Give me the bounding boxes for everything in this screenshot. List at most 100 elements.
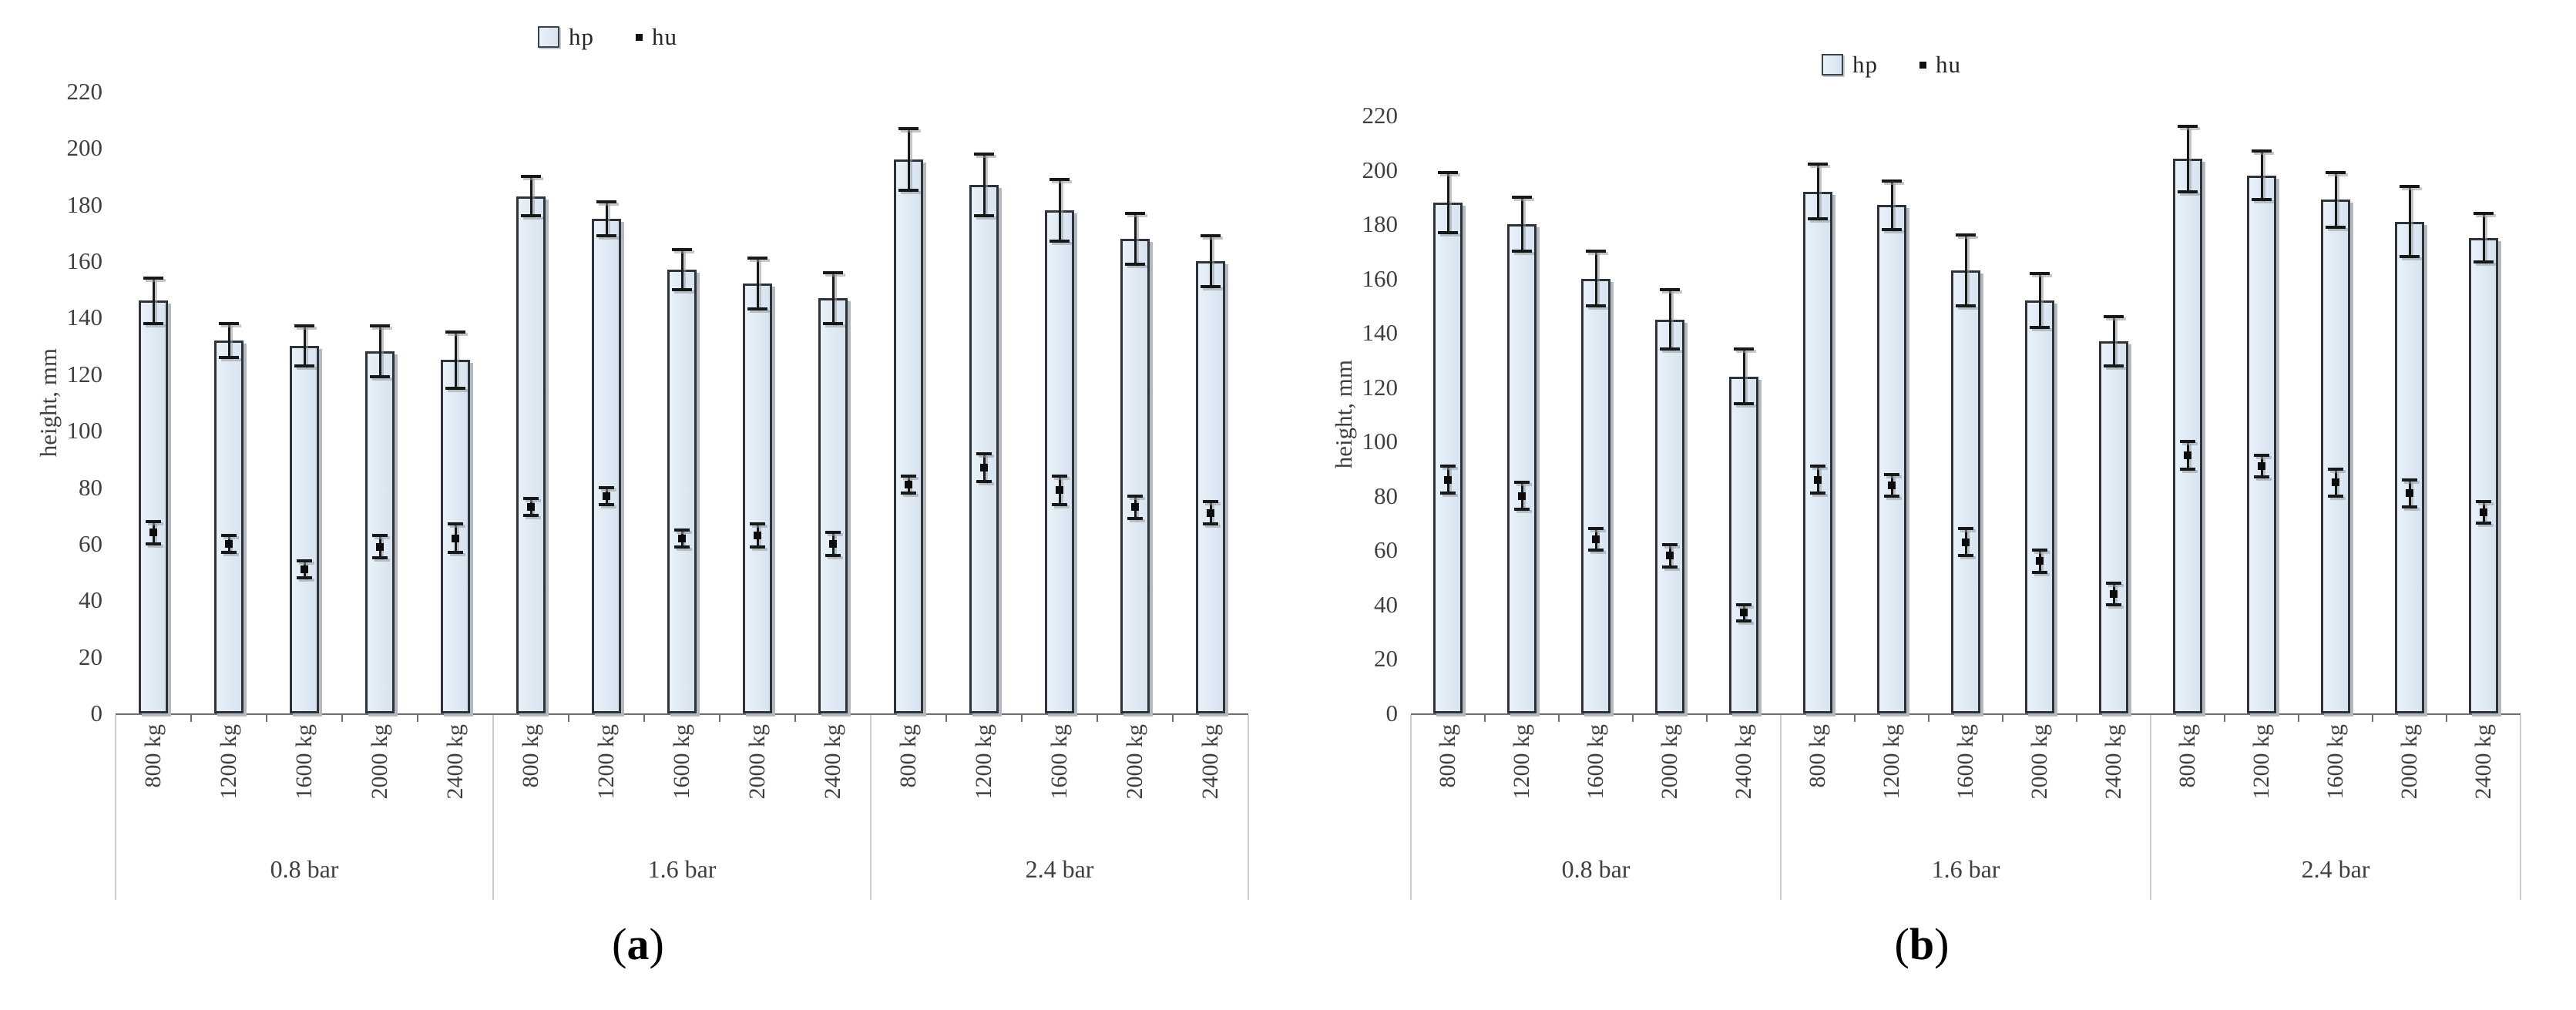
legend: hp hu bbox=[1822, 51, 1961, 79]
category-label-box: 800 kg bbox=[1805, 724, 1831, 847]
category-tick bbox=[417, 715, 418, 722]
error-bar-hp bbox=[1520, 196, 1523, 252]
error-cap-bottom bbox=[523, 514, 539, 518]
category-tick bbox=[266, 715, 267, 722]
bar-hp bbox=[1120, 238, 1150, 713]
error-bar-hp bbox=[2038, 273, 2041, 328]
caption-paren-open: ( bbox=[612, 919, 627, 969]
error-cap-top bbox=[2400, 184, 2420, 188]
y-axis-tick-label: 200 bbox=[66, 134, 103, 162]
category-tick bbox=[794, 715, 796, 722]
category-label-box: 1600 kg bbox=[1046, 724, 1073, 847]
error-cap-top bbox=[297, 559, 312, 562]
error-cap-top bbox=[1882, 179, 1902, 183]
error-cap-top bbox=[976, 451, 992, 455]
y-axis-tick-label: 20 bbox=[79, 643, 102, 670]
legend: hp hu bbox=[538, 23, 677, 51]
category-label-box: 800 kg bbox=[518, 724, 544, 847]
error-cap-top bbox=[750, 522, 765, 526]
category-label-box: 1600 kg bbox=[291, 724, 317, 847]
caption-letter: b bbox=[1909, 919, 1935, 969]
category-label-box: 1600 kg bbox=[1953, 724, 1979, 847]
error-cap-top bbox=[747, 257, 767, 260]
error-bar-hp bbox=[2112, 317, 2115, 366]
error-cap-top bbox=[596, 200, 616, 204]
data-point-hu bbox=[1666, 552, 1674, 560]
error-cap-top bbox=[1662, 543, 1678, 547]
bar-hp bbox=[667, 270, 697, 713]
error-cap-bottom bbox=[1586, 304, 1606, 307]
caption-letter: a bbox=[626, 919, 650, 969]
y-axis-tick-label: 160 bbox=[1362, 264, 1399, 292]
error-cap-bottom bbox=[1203, 522, 1218, 526]
panel-caption: (b) bbox=[1806, 918, 2037, 970]
error-cap-bottom bbox=[823, 321, 843, 325]
error-cap-top bbox=[825, 531, 841, 535]
error-cap-bottom bbox=[219, 355, 239, 359]
error-cap-bottom bbox=[1734, 401, 1754, 405]
y-axis-tick-label: 200 bbox=[1362, 156, 1399, 183]
error-cap-top bbox=[901, 474, 916, 478]
error-bar-hp bbox=[831, 272, 835, 324]
error-cap-bottom bbox=[1660, 347, 1680, 351]
error-cap-top bbox=[1588, 527, 1604, 531]
category-label: 2000 kg bbox=[1122, 724, 1147, 800]
data-point-hu bbox=[1592, 535, 1600, 544]
error-cap-top bbox=[2252, 149, 2272, 153]
error-cap-bottom bbox=[1514, 508, 1530, 512]
bar-hp bbox=[2173, 159, 2202, 713]
y-axis-tick-label: 180 bbox=[66, 190, 103, 218]
error-cap-top bbox=[1586, 250, 1606, 253]
category-tick bbox=[1928, 715, 1929, 722]
caption-paren-close: ) bbox=[1934, 919, 1950, 969]
data-point-hu bbox=[149, 528, 157, 537]
error-cap-top bbox=[2326, 171, 2346, 175]
error-bar-hp bbox=[2260, 150, 2263, 200]
legend-hu-dot-icon bbox=[636, 33, 643, 41]
category-label: 2000 kg bbox=[2396, 724, 2422, 800]
category-label: 2400 kg bbox=[820, 724, 845, 800]
y-axis-tick-label: 140 bbox=[66, 304, 103, 331]
error-cap-top bbox=[294, 324, 314, 328]
error-cap-bottom bbox=[2104, 364, 2124, 367]
error-cap-bottom bbox=[898, 189, 919, 193]
error-bar-hp bbox=[907, 128, 910, 191]
data-point-hu bbox=[1518, 492, 1526, 500]
category-tick bbox=[945, 715, 947, 722]
error-cap-top bbox=[143, 277, 163, 280]
error-cap-top bbox=[2030, 271, 2050, 275]
category-tick bbox=[1632, 715, 1634, 722]
category-label: 800 kg bbox=[518, 724, 543, 788]
error-cap-top bbox=[2032, 549, 2047, 552]
bar-hp bbox=[2395, 221, 2424, 713]
y-axis-tick-label: 20 bbox=[1374, 645, 1398, 673]
error-cap-top bbox=[1884, 472, 1899, 476]
error-bar-hp bbox=[2334, 173, 2337, 227]
group-separator-line bbox=[492, 715, 494, 900]
error-cap-bottom bbox=[1512, 250, 1532, 253]
error-bar-hp bbox=[454, 331, 457, 389]
y-axis-tick-label: 140 bbox=[1362, 319, 1399, 347]
error-cap-bottom bbox=[901, 491, 916, 495]
group-label: 2.4 bar bbox=[2301, 855, 2370, 883]
caption-paren-close: ) bbox=[649, 919, 664, 969]
data-point-hu bbox=[225, 539, 233, 548]
error-cap-top bbox=[1440, 465, 1456, 468]
bar-hp bbox=[214, 340, 243, 713]
category-label-box: 2400 kg bbox=[442, 724, 469, 847]
bar-hp bbox=[290, 346, 319, 713]
bar-hp bbox=[1729, 376, 1758, 713]
error-cap-top bbox=[1125, 211, 1145, 215]
category-label: 1200 kg bbox=[216, 724, 241, 800]
bar-hp bbox=[139, 300, 168, 713]
data-point-hu bbox=[1888, 481, 1896, 489]
category-label: 1600 kg bbox=[1046, 724, 1072, 800]
error-cap-bottom bbox=[596, 234, 616, 238]
category-label: 2400 kg bbox=[1731, 724, 1756, 800]
error-cap-bottom bbox=[1810, 492, 1825, 495]
error-cap-bottom bbox=[825, 553, 841, 557]
data-point-hu bbox=[1131, 503, 1139, 512]
y-axis-title-box: height, mm bbox=[35, 92, 62, 713]
category-tick bbox=[1854, 715, 1856, 722]
category-label: 1600 kg bbox=[2322, 724, 2348, 800]
